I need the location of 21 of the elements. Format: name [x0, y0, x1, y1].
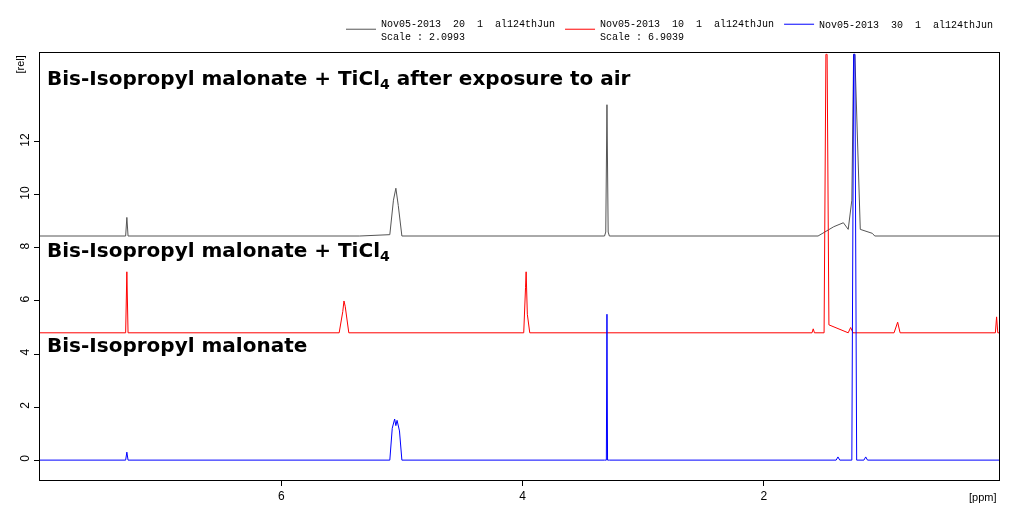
line-series [40, 53, 999, 334]
x-tick-label: 4 [519, 489, 527, 504]
annotation: Bis-Isopropyl malonate [47, 333, 308, 357]
x-tick-label: 6 [277, 489, 285, 504]
y-tick-label: 2 [18, 401, 33, 409]
x-axis-title: [ppm] [969, 491, 997, 503]
y-tick-label: 6 [18, 295, 33, 303]
y-axis-title: [rel] [14, 55, 27, 74]
y-tick-label: 0 [18, 454, 33, 462]
line-series [40, 53, 999, 237]
legend-label: Nov05-2013 10 1 al124thJun Scale : 6.9039 [600, 18, 775, 43]
y-tick-label: 12 [18, 133, 33, 147]
y-tick-label: 10 [18, 186, 33, 200]
line-series [40, 53, 999, 461]
x-tick-label: 2 [760, 489, 768, 504]
annotation: Bis-Isopropyl malonate + TiCl$_{4}$ after exposure to air [47, 66, 631, 93]
annotation: Bis-Isopropyl malonate + TiCl$_{4}$ [47, 238, 390, 265]
y-tick-label: 4 [18, 348, 33, 356]
legend-label: Nov05-2013 20 1 al124thJun Scale : 2.0993 [381, 18, 556, 43]
y-tick-label: 8 [18, 242, 33, 250]
legend-label: Nov05-2013 30 1 al124thJun [819, 20, 994, 32]
